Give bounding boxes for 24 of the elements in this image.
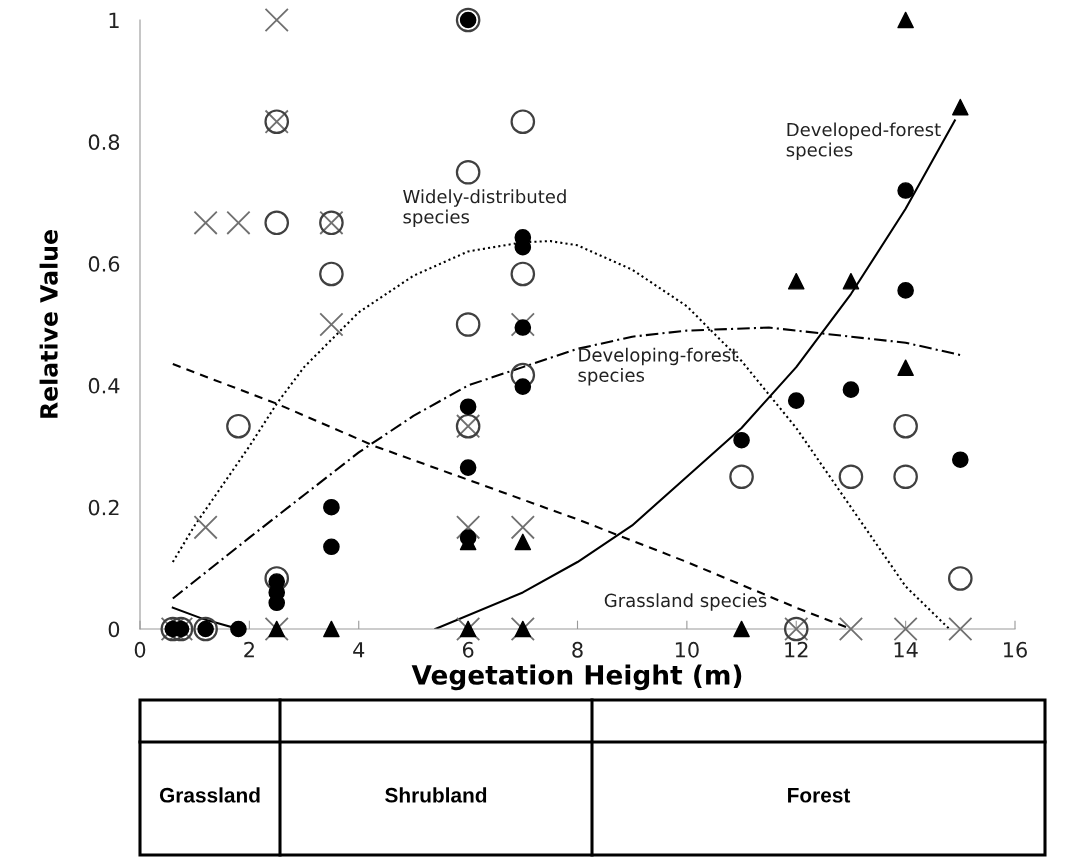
x-tick-label: 16 — [1004, 641, 1027, 658]
x-tick-label: 10 — [675, 641, 699, 658]
x-tick-label: 2 — [244, 641, 254, 658]
y-tick-label: 0.2 — [88, 499, 119, 516]
x-axis-title: Vegetation Height (m) — [411, 664, 742, 691]
annotation: Developed-forest species — [786, 122, 941, 161]
y-tick-label: 0 — [108, 621, 120, 638]
text: Forest — [788, 788, 851, 803]
x-tick-label: 6 — [462, 641, 474, 658]
annotation: Grassland species — [604, 593, 767, 611]
y-tick-label: 0.8 — [88, 134, 120, 151]
x-tick-label: 12 — [785, 641, 808, 658]
x-tick-label: 0 — [134, 641, 146, 658]
x-tick-label: 14 — [894, 642, 918, 658]
x-tick-label: 4 — [353, 642, 365, 658]
y-axis-title: Relative Value — [39, 230, 58, 418]
text: Shrubland — [385, 787, 487, 803]
x-tick-label: 8 — [572, 641, 583, 658]
annotation: Developing-forest species — [578, 347, 738, 386]
y-tick-label: 1 — [109, 12, 119, 28]
y-tick-label: 0.6 — [88, 256, 120, 272]
text: Grassland — [159, 787, 260, 803]
annotation: Widely-distributed species — [403, 189, 566, 228]
y-tick-label: 0.4 — [88, 377, 120, 394]
